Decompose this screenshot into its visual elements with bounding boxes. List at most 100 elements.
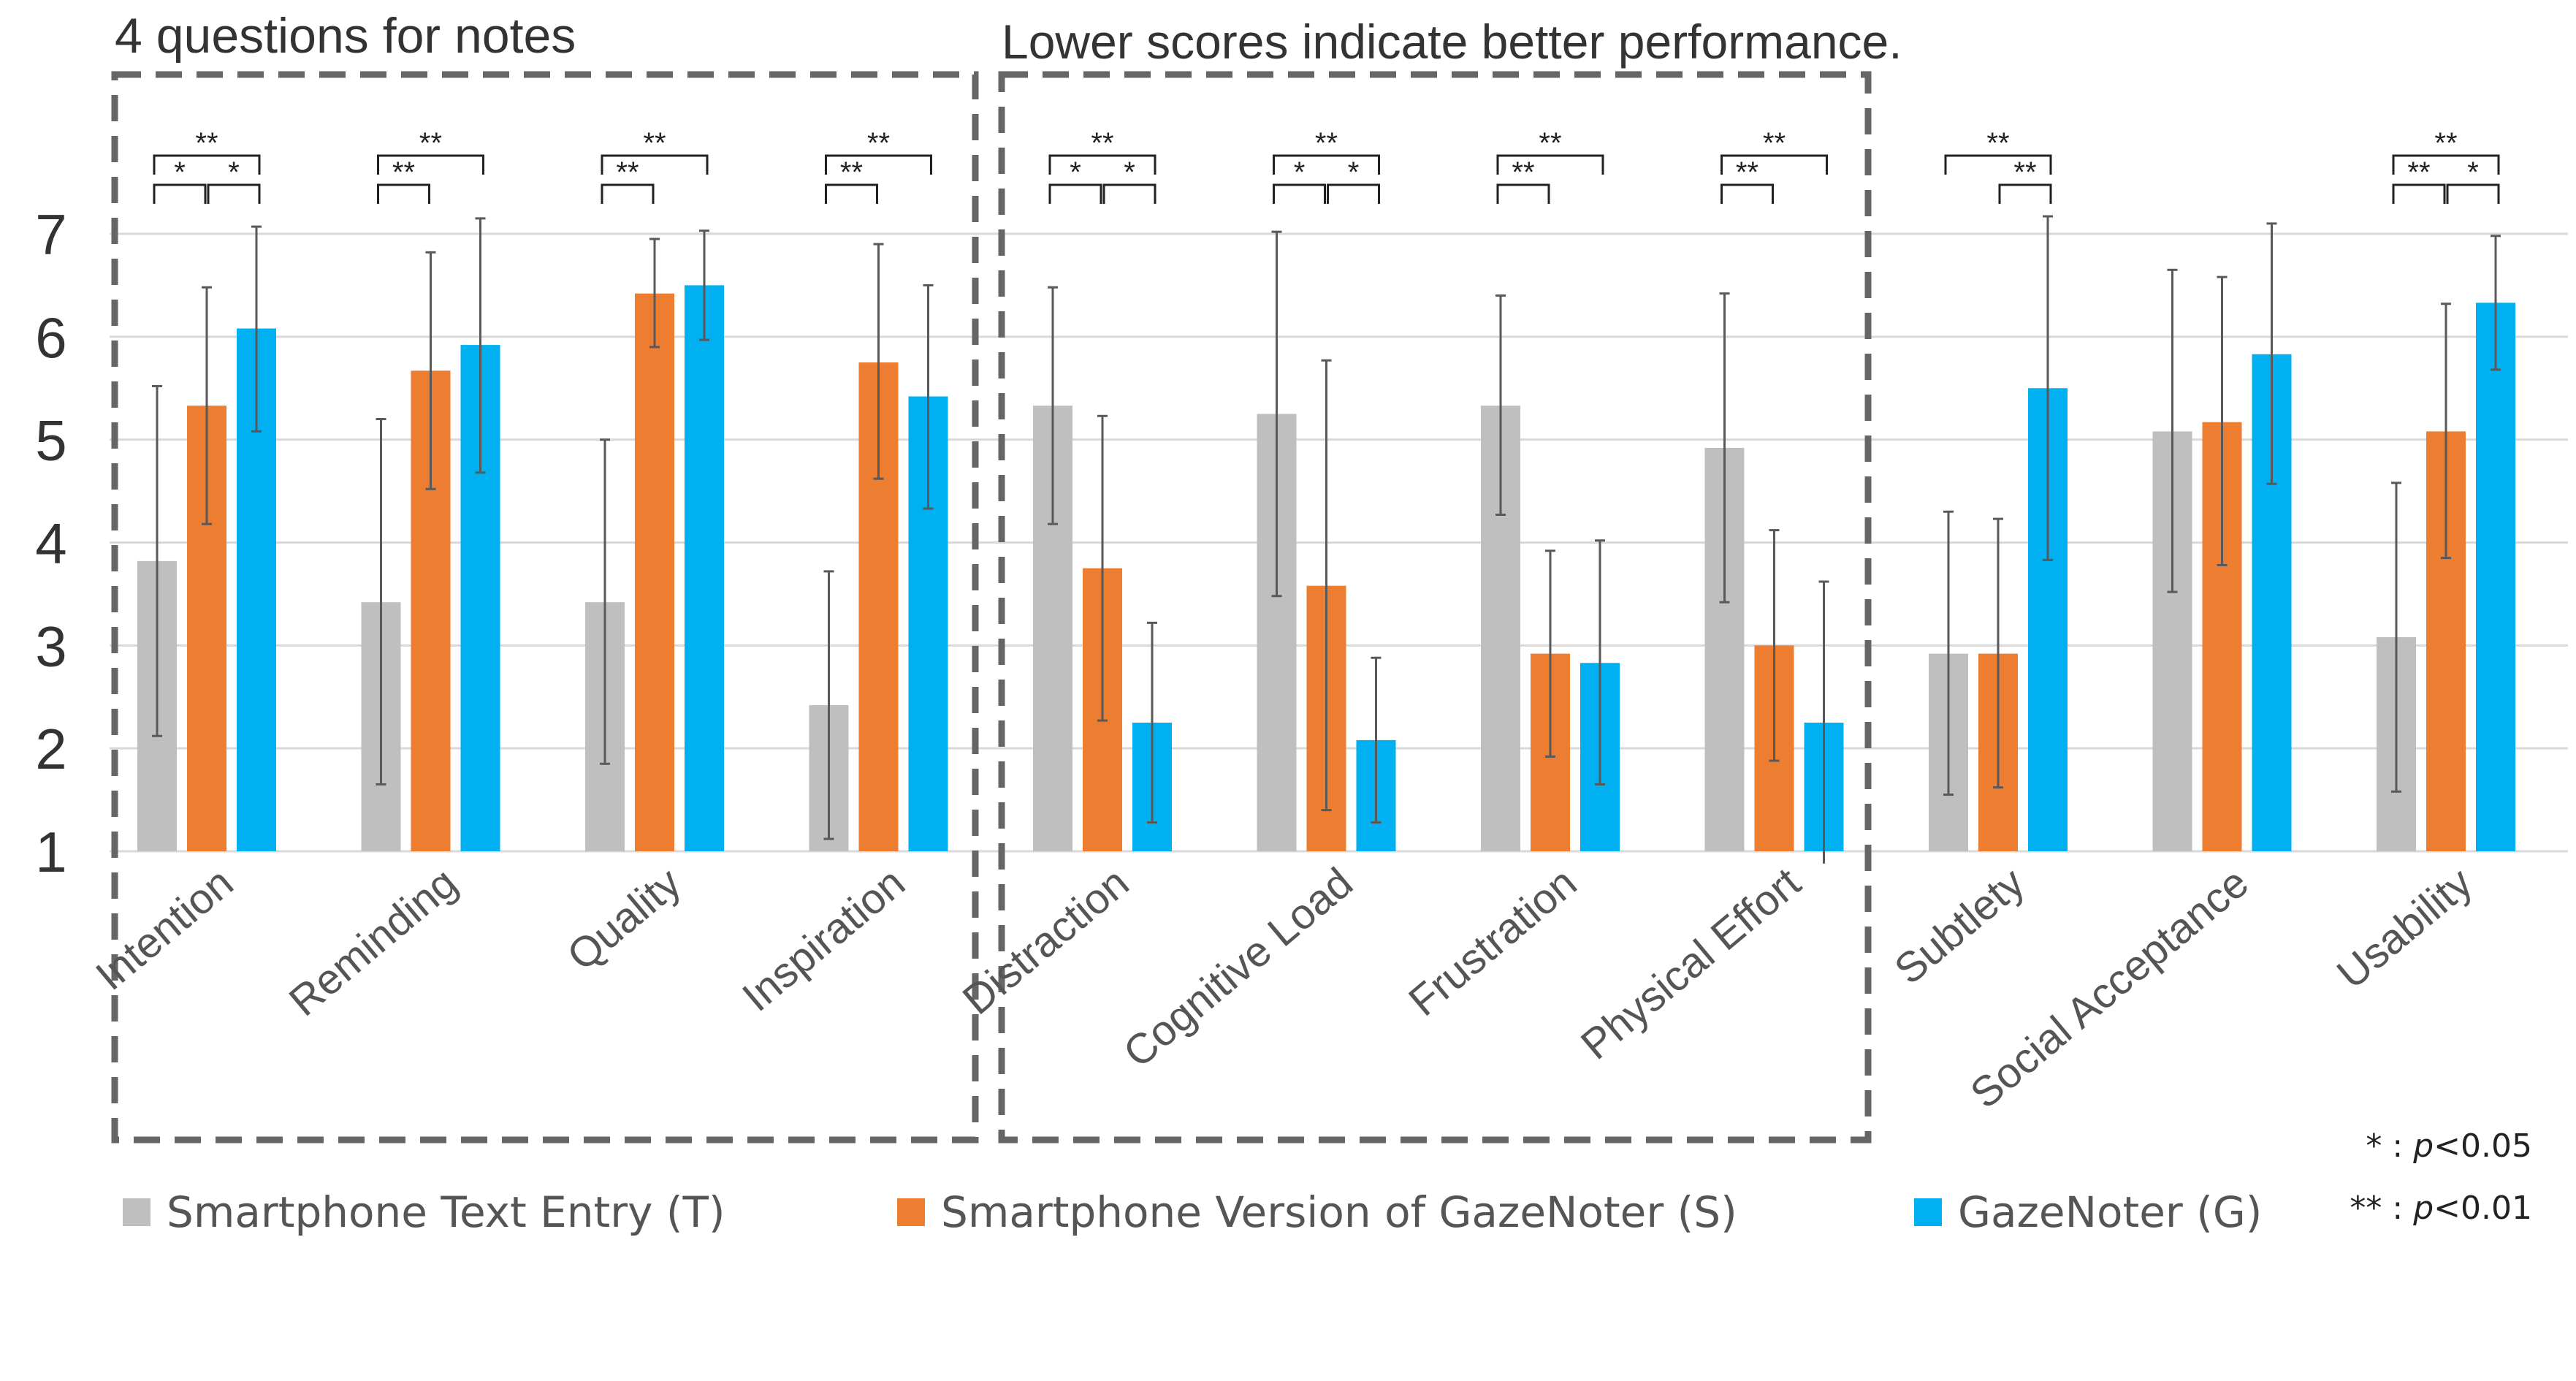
- significance-label: **: [1512, 156, 1534, 189]
- y-tick-label: 4: [35, 511, 66, 576]
- error-bar: [1371, 656, 1382, 824]
- bracket-line: [207, 183, 261, 204]
- error-bar: [425, 251, 436, 490]
- bracket-line: [1048, 154, 1156, 175]
- y-tick-label: 1: [35, 820, 66, 884]
- significance-bracket: **: [377, 127, 484, 175]
- bracket-line: [377, 154, 484, 175]
- significance-bracket: **: [1998, 156, 2052, 204]
- significance-bracket: **: [1720, 127, 1828, 175]
- legend-label: Smartphone Text Entry (T): [167, 1187, 725, 1237]
- error-bar: [2266, 222, 2277, 485]
- x-axis-labels: Intention Reminding Quality Inspiration Dist…: [87, 859, 2481, 1117]
- significance-bracket: **: [825, 127, 932, 175]
- x-tick-label-subtlety: Subtlety: [1886, 859, 2033, 994]
- significance-label: **: [1736, 156, 1758, 189]
- significance-bracket: **: [1048, 127, 1156, 175]
- significance-label: **: [195, 127, 218, 159]
- legend-swatch: [123, 1198, 150, 1226]
- p-value-note: ** : p<0.01: [2350, 1190, 2532, 1227]
- significance-bracket: *: [1102, 156, 1156, 204]
- significance-bracket: **: [1496, 156, 1550, 204]
- legend-swatch: [1914, 1198, 1942, 1226]
- x-tick-label-inspiration: Inspiration: [733, 859, 914, 1021]
- significance-label: *: [1124, 156, 1135, 189]
- group-label-lower-better: Lower scores indicate better performance…: [1002, 15, 1902, 69]
- significance-label: **: [840, 156, 863, 189]
- error-bar: [2167, 268, 2178, 593]
- significance-label: **: [419, 127, 442, 159]
- legend-item-smartphone-version-of-gazenoter-s: Smartphone Version of GazeNoter (S): [897, 1187, 1737, 1237]
- error-bar: [202, 286, 212, 525]
- p-note-symbol: p: [2412, 1190, 2434, 1227]
- error-bar: [2441, 303, 2451, 560]
- legend-item-smartphone-text-entry-t: Smartphone Text Entry (T): [123, 1187, 725, 1237]
- error-bar: [1048, 286, 1058, 525]
- error-bar: [2391, 482, 2401, 793]
- bracket-line: [153, 183, 207, 204]
- significance-bracket: *: [1273, 156, 1326, 204]
- significance-label: **: [1315, 127, 1338, 159]
- significance-bracket: **: [377, 156, 430, 204]
- significance-label: **: [643, 127, 666, 159]
- bracket-line: [1273, 154, 1380, 175]
- legend-item-gazenoter-g: GazeNoter (G): [1914, 1187, 2262, 1237]
- significance-bracket: **: [601, 127, 709, 175]
- group-label-notes: 4 questions for notes: [115, 8, 576, 64]
- significance-bracket: **: [1720, 156, 1774, 204]
- significance-bracket: **: [2392, 156, 2446, 204]
- bracket-line: [1327, 183, 1380, 204]
- error-bar: [1719, 292, 1730, 604]
- y-tick-label: 7: [35, 202, 66, 267]
- error-bar: [699, 229, 709, 341]
- significance-label: **: [1091, 127, 1113, 159]
- error-bar: [2491, 235, 2501, 371]
- error-bar: [1147, 621, 1157, 824]
- significance-bracket: *: [2446, 156, 2500, 204]
- significance-label: **: [616, 156, 639, 189]
- significance-bracket: **: [1496, 127, 1604, 175]
- error-bar: [1818, 580, 1829, 864]
- error-bar: [376, 418, 386, 785]
- significance-label: **: [1539, 127, 1561, 159]
- error-bar: [649, 237, 660, 349]
- bracket-line: [825, 154, 932, 175]
- bracket-line: [2446, 183, 2500, 204]
- bracket-line: [153, 154, 261, 175]
- significance-label: *: [1294, 156, 1306, 189]
- error-bar: [1769, 529, 1780, 762]
- p-note-stars: * :: [2366, 1127, 2413, 1165]
- error-bar: [152, 384, 162, 737]
- bracket-line: [1273, 183, 1326, 204]
- significance-brackets: * **************** **** ***************** **…: [153, 127, 2500, 204]
- x-tick-label-usability: Usability: [2328, 859, 2482, 998]
- bracket-line: [1496, 183, 1550, 204]
- significance-bracket: **: [825, 156, 878, 204]
- group-box-lower-better: [998, 71, 1872, 1144]
- significance-bracket: **: [153, 127, 261, 175]
- error-bar: [251, 225, 262, 433]
- p-note-threshold: <0.01: [2434, 1190, 2532, 1227]
- error-bar: [1097, 414, 1108, 722]
- bracket-line: [825, 183, 878, 204]
- y-tick-label: 5: [35, 408, 66, 473]
- bracket-line: [377, 183, 430, 204]
- bar-quality-smartphone-version-of-gazenoter-s: [635, 293, 674, 851]
- bracket-line: [1998, 183, 2052, 204]
- bracket-line: [2392, 154, 2500, 175]
- x-tick-label-quality: Quality: [558, 859, 690, 980]
- y-tick-label: 2: [35, 717, 66, 781]
- error-bar: [873, 243, 884, 480]
- significance-label: **: [2407, 156, 2430, 189]
- x-tick-label-cognitive-load: Cognitive Load: [1115, 859, 1362, 1077]
- bars: [137, 285, 2515, 852]
- bracket-line: [2392, 183, 2446, 204]
- p-value-note: * : p<0.05: [2366, 1127, 2532, 1165]
- significance-bracket: *: [1327, 156, 1380, 204]
- group-box-notes: [111, 71, 979, 1144]
- significance-label: **: [867, 127, 890, 159]
- y-tick-label: 3: [35, 614, 66, 678]
- error-bar: [600, 438, 610, 765]
- bracket-line: [601, 154, 709, 175]
